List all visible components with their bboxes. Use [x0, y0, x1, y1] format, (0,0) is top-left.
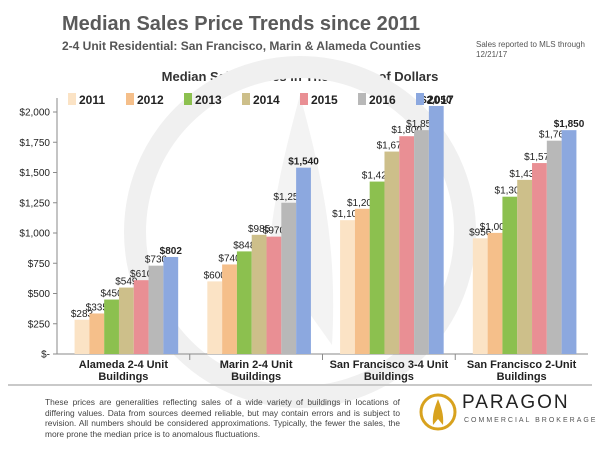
y-tick-label: $2,000 [19, 108, 50, 119]
data-label: $335 [86, 302, 109, 313]
data-label: $1,425 [362, 171, 393, 182]
legend-label-2013: 2013 [195, 93, 222, 107]
bar-2013 [502, 196, 518, 354]
data-label: $985 [248, 224, 271, 235]
legend-swatch-2017 [416, 93, 424, 105]
page-title: Median Sales Price Trends since 2011 [62, 13, 420, 35]
legend-label-2017: 2017 [427, 93, 454, 107]
bar-2011 [340, 220, 355, 354]
legend-label-2015: 2015 [311, 93, 338, 107]
data-label: $1,106 [332, 209, 363, 220]
data-label: $1,250 [273, 192, 304, 203]
disclaimer-text: These prices are generalities reflecting… [45, 397, 400, 439]
bar-2011 [74, 319, 90, 354]
category-label: Buildings [98, 371, 148, 383]
bar-2011 [207, 281, 223, 354]
legend-label-2016: 2016 [369, 93, 396, 107]
data-label: $740 [218, 253, 241, 264]
data-label: $1,763 [539, 130, 570, 141]
legend-label-2014: 2014 [253, 93, 280, 107]
bar-2015 [133, 280, 149, 354]
y-tick-label: $1,250 [19, 198, 50, 209]
bar-2014 [251, 234, 267, 354]
bar-2013 [236, 251, 252, 354]
data-label: $730 [145, 255, 168, 266]
data-label: $1,673 [377, 141, 408, 152]
legend-swatch-2011 [68, 93, 76, 105]
bar-2013 [104, 299, 119, 354]
bar-2017 [296, 167, 311, 354]
data-label: $283 [71, 309, 94, 320]
data-label: $1,800 [391, 125, 422, 136]
y-tick-label: $750 [28, 259, 51, 270]
bar-2014 [384, 151, 400, 354]
data-label: $600 [204, 270, 227, 281]
source-note: Sales reported to MLS through 12/21/17 [476, 40, 585, 59]
bar-2012 [487, 232, 503, 354]
bar-2011 [472, 238, 488, 354]
bar-2014 [118, 287, 134, 354]
bar-2012 [222, 264, 237, 354]
bar-2017 [428, 105, 444, 354]
data-label: $1,850 [554, 119, 585, 130]
page-subtitle: 2-4 Unit Residential: San Francisco, Mar… [62, 39, 421, 53]
data-label: $956 [469, 227, 492, 238]
bar-2013 [369, 181, 385, 354]
bar-2014 [517, 179, 533, 354]
data-label: $2,050 [421, 95, 452, 106]
category-label: Buildings [231, 371, 281, 383]
legend-swatch-2012 [126, 93, 134, 105]
category-label: San Francisco 2-Unit [467, 359, 577, 371]
data-label: $1,001 [480, 222, 511, 233]
y-tick-label: $1,000 [19, 229, 50, 240]
data-label: $1,540 [288, 157, 319, 168]
brand-tagline: COMMERCIAL BROKERAGE [464, 417, 598, 424]
legend-swatch-2013 [184, 93, 192, 105]
legend-swatch-2016 [358, 93, 366, 105]
bar-2017 [163, 256, 179, 354]
legend-swatch-2015 [300, 93, 308, 105]
bar-2016 [414, 130, 429, 354]
data-label: $1,300 [495, 186, 526, 197]
paragon-logo-icon [419, 393, 457, 431]
brand-name: PARAGON [462, 392, 570, 413]
bar-2015 [399, 136, 415, 354]
bar-2015 [532, 163, 547, 354]
y-tick-label: $- [41, 350, 50, 361]
data-label: $970 [263, 226, 286, 237]
category-label: Marin 2-4 Unit [220, 359, 293, 371]
y-tick-label: $500 [28, 289, 51, 300]
bar-2012 [89, 313, 105, 354]
data-label: $1,578 [524, 152, 555, 163]
data-label: $549 [115, 277, 138, 288]
bar-2015 [266, 236, 282, 354]
data-label: $1,200 [347, 198, 378, 209]
y-tick-label: $250 [28, 319, 51, 330]
data-label: $450 [100, 289, 123, 300]
legend-label-2012: 2012 [137, 93, 164, 107]
data-label: $848 [233, 240, 256, 251]
data-label: $1,850 [406, 119, 437, 130]
y-tick-label: $1,500 [19, 168, 50, 179]
legend-label-2011: 2011 [79, 93, 105, 107]
footer-divider [8, 384, 592, 386]
data-label: $610 [130, 269, 153, 280]
legend-swatch-2014 [242, 93, 250, 105]
category-label: Alameda 2-4 Unit [79, 359, 169, 371]
category-label: Buildings [364, 371, 414, 383]
category-label: Buildings [497, 371, 547, 383]
y-tick-label: $1,750 [19, 138, 50, 149]
bar-2016 [281, 202, 297, 354]
category-label: San Francisco 3-4 Unit [330, 359, 449, 371]
bar-2016 [148, 265, 164, 354]
data-label: $802 [160, 246, 183, 257]
bar-2017 [561, 130, 577, 354]
bar-2016 [546, 140, 562, 354]
watermark-ring [124, 56, 476, 408]
bar-2012 [354, 208, 370, 354]
data-label: $1,439 [509, 169, 540, 180]
